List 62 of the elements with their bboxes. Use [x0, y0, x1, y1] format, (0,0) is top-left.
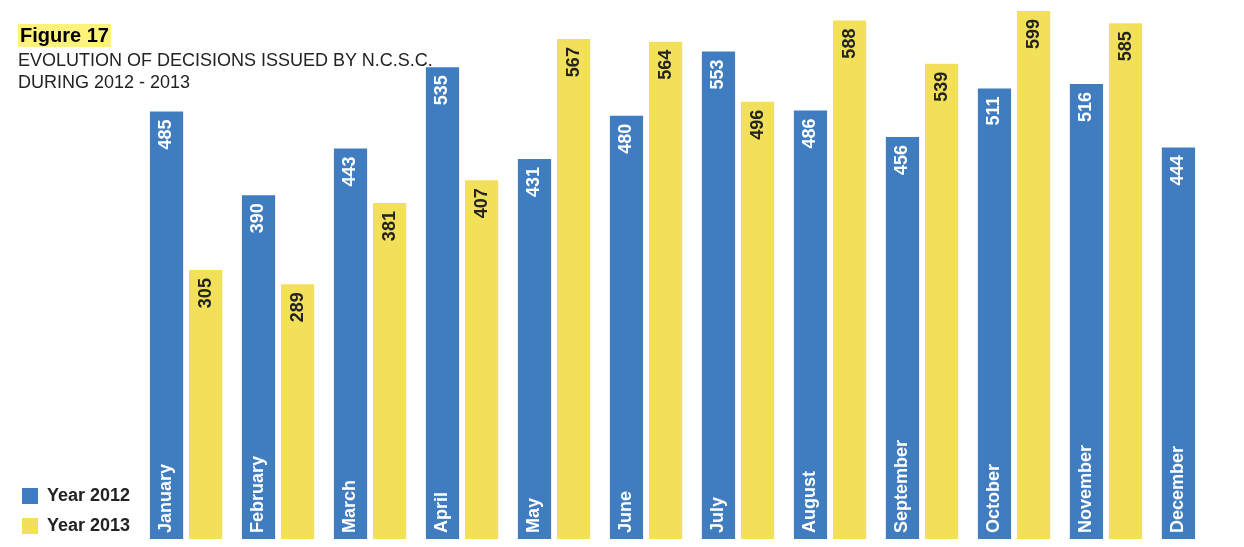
- data-label: 516: [1075, 92, 1096, 123]
- data-label: 564: [654, 49, 675, 80]
- bar: [832, 20, 867, 539]
- x-tick-label: December: [1167, 445, 1188, 533]
- data-label: 535: [431, 75, 452, 106]
- data-label: 390: [247, 203, 268, 234]
- bar: [1161, 147, 1196, 539]
- bar: [885, 136, 920, 539]
- data-label: 407: [470, 188, 491, 219]
- text: Figure 17: [18, 24, 111, 47]
- data-label: 486: [799, 118, 820, 149]
- x-tick-label: February: [247, 455, 268, 533]
- bar: [977, 88, 1012, 539]
- x-tick-label: November: [1075, 444, 1096, 533]
- bar: [793, 110, 828, 539]
- bar: [740, 101, 775, 539]
- bar: [1108, 23, 1143, 539]
- x-tick-label: April: [431, 491, 452, 533]
- data-label: 431: [523, 167, 544, 198]
- bar: [924, 63, 959, 539]
- data-label: 539: [930, 71, 951, 102]
- bar: [648, 41, 683, 539]
- data-label: 553: [707, 59, 728, 90]
- bar: [517, 159, 552, 539]
- legend-label: Year 2012: [47, 484, 131, 505]
- data-label: 381: [378, 211, 399, 242]
- bar: [464, 180, 499, 539]
- data-label: 485: [155, 119, 176, 150]
- x-tick-label: October: [983, 463, 1004, 533]
- x-tick-label: September: [891, 439, 912, 533]
- bar: [373, 203, 407, 539]
- data-label: 305: [194, 278, 215, 309]
- data-label: 567: [562, 47, 583, 78]
- data-label: 443: [339, 156, 360, 187]
- bar: [189, 270, 223, 539]
- data-label: 588: [838, 28, 859, 59]
- x-tick-label: June: [615, 490, 636, 533]
- x-tick-label: August: [799, 471, 820, 533]
- bar: [609, 115, 644, 539]
- data-label: 444: [1167, 155, 1188, 186]
- legend-label: Year 2013: [47, 514, 131, 535]
- x-tick-label: July: [707, 496, 728, 533]
- data-label: 289: [286, 292, 307, 323]
- bar: [149, 111, 184, 539]
- x-tick-label: May: [523, 497, 544, 533]
- bar: [701, 51, 736, 539]
- data-label: 496: [746, 109, 767, 140]
- data-label: 511: [983, 96, 1004, 126]
- text: EVOLUTION OF DECISIONS ISSUED BY N.C.S.C. DURING 2012 - 2013: [18, 50, 433, 92]
- x-tick-label: March: [339, 479, 360, 533]
- bar: [241, 195, 276, 539]
- data-label: 585: [1114, 31, 1135, 62]
- data-label: 456: [891, 144, 912, 176]
- x-tick-label: January: [155, 463, 176, 533]
- data-label: 480: [615, 123, 636, 154]
- data-label: 599: [1022, 18, 1043, 49]
- bar: [1016, 10, 1051, 539]
- bar: [425, 67, 460, 539]
- bar: [333, 148, 368, 539]
- bar: [556, 39, 591, 539]
- bar: [281, 284, 315, 539]
- bar: [1069, 84, 1104, 539]
